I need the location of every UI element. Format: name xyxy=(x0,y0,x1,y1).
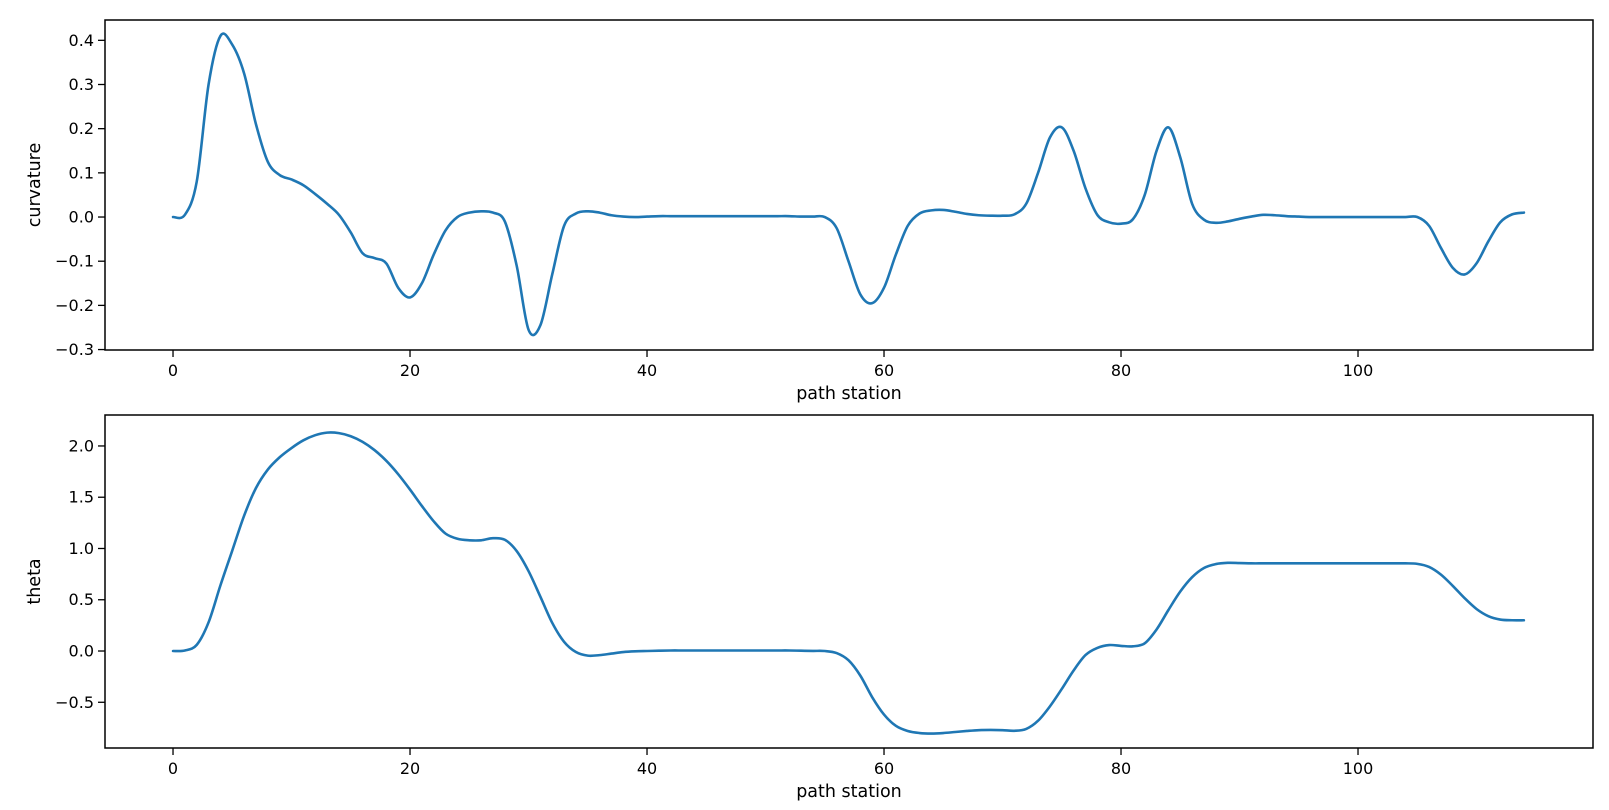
y-tick-label: 0.3 xyxy=(69,75,94,94)
y-tick-label: 2.0 xyxy=(69,436,94,455)
x-tick-label: 0 xyxy=(168,759,178,778)
theta-y-axis-label: theta xyxy=(25,558,45,604)
y-tick-label: −0.3 xyxy=(55,340,94,359)
curvature-y-axis-label: curvature xyxy=(25,143,45,228)
y-tick-label: 0.1 xyxy=(69,163,94,182)
theta-y-ticks: 2.0 1.5 1.0 0.5 0.0 −0.5 xyxy=(55,436,105,712)
x-tick-label: 100 xyxy=(1343,361,1374,380)
theta-line xyxy=(171,431,1526,735)
x-tick-label: 80 xyxy=(1111,759,1131,778)
y-tick-label: 0.4 xyxy=(69,31,94,50)
y-tick-label: 0.0 xyxy=(69,642,94,661)
y-tick-label: −0.5 xyxy=(55,693,94,712)
x-tick-label: 80 xyxy=(1111,361,1131,380)
x-tick-label: 100 xyxy=(1343,759,1374,778)
curvature-plot-frame xyxy=(104,19,1594,351)
curvature-y-ticks: 0.4 0.3 0.2 0.1 0.0 −0.1 −0.2 −0.3 xyxy=(55,31,105,359)
x-tick-label: 40 xyxy=(637,759,657,778)
curvature-x-axis-label: path station xyxy=(796,384,902,404)
y-tick-label: 1.5 xyxy=(69,488,94,507)
y-tick-label: −0.1 xyxy=(55,252,94,271)
x-tick-label: 20 xyxy=(400,759,420,778)
x-tick-label: 0 xyxy=(168,361,178,380)
x-tick-label: 60 xyxy=(874,361,894,380)
subplot-curvature: 0 20 40 60 80 100 0.4 0.3 0.2 0.1 0.0 −0.1 −0.2 −0.3… xyxy=(25,19,1594,404)
subplot-theta: 0 20 40 60 80 100 2.0 1.5 1.0 0.5 0.0 −0.5 path st… xyxy=(25,414,1594,802)
curvature-line xyxy=(171,32,1526,337)
x-tick-label: 60 xyxy=(874,759,894,778)
x-tick-label: 40 xyxy=(637,361,657,380)
y-tick-label: 0.2 xyxy=(69,119,94,138)
x-tick-label: 20 xyxy=(400,361,420,380)
curvature-x-ticks: 0 20 40 60 80 100 xyxy=(168,350,1373,380)
theta-plot-frame xyxy=(104,414,1594,749)
y-tick-label: −0.2 xyxy=(55,296,94,315)
y-tick-label: 0.0 xyxy=(69,208,94,227)
y-tick-label: 0.5 xyxy=(69,590,94,609)
y-tick-label: 1.0 xyxy=(69,539,94,558)
theta-x-axis-label: path station xyxy=(796,782,902,802)
theta-x-ticks: 0 20 40 60 80 100 xyxy=(168,748,1373,778)
